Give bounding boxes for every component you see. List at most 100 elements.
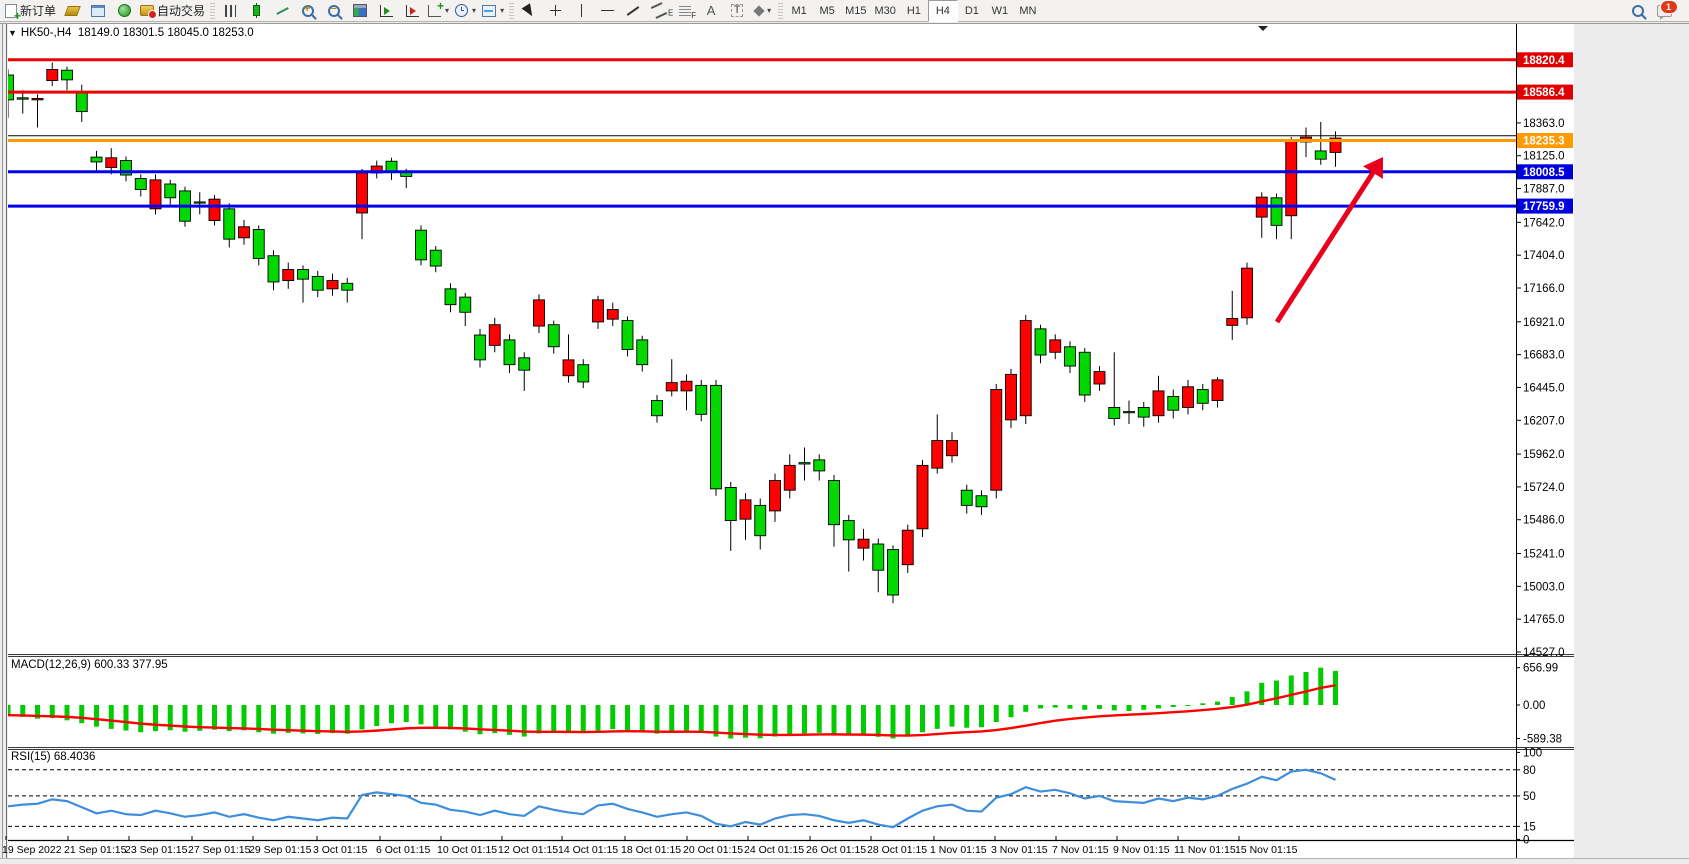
candle-body bbox=[134, 178, 147, 190]
candle-body bbox=[1093, 371, 1106, 385]
macd-histogram-bar bbox=[743, 705, 748, 738]
toolbar-grip bbox=[509, 2, 515, 19]
macd-histogram-bar bbox=[610, 705, 616, 730]
cursor-button[interactable] bbox=[516, 1, 542, 21]
timeframe-w1-button[interactable]: W1 bbox=[991, 4, 1009, 17]
price-tick-label: 15724.0 bbox=[1523, 482, 1565, 494]
price-tick-label: 18363.0 bbox=[1523, 118, 1565, 130]
dropdown-caret-icon[interactable]: ▾ bbox=[500, 6, 505, 15]
plot-layer bbox=[8, 58, 1516, 829]
price-tick-label: 15486.0 bbox=[1523, 515, 1565, 527]
macd-indicator-label: MACD(12,26,9) 600.33 377.95 bbox=[11, 659, 168, 671]
search-button[interactable] bbox=[1625, 1, 1651, 21]
text-label-button[interactable]: T bbox=[724, 1, 750, 21]
macd-tick-label: 656.99 bbox=[1523, 663, 1558, 675]
pane-separator[interactable] bbox=[8, 654, 1574, 657]
macd-histogram-bar bbox=[79, 705, 85, 724]
chart-shift-marker-icon[interactable] bbox=[1258, 26, 1268, 31]
candle-body bbox=[1196, 389, 1209, 404]
timeframe-mn-button[interactable]: MN bbox=[1019, 4, 1037, 17]
notifications-button[interactable]: 1 bbox=[1651, 0, 1678, 21]
macd-histogram-bar bbox=[625, 705, 630, 731]
macd-histogram-bar bbox=[949, 705, 955, 727]
indicators-button[interactable]: ▾ bbox=[425, 0, 452, 21]
macd-histogram-bar bbox=[108, 705, 114, 729]
profiles-icon bbox=[63, 5, 81, 16]
auto-trading-button[interactable]: 自动交易 bbox=[137, 1, 208, 21]
line-chart-button[interactable] bbox=[269, 1, 295, 21]
pane-separator[interactable] bbox=[8, 747, 1574, 750]
price-tag bbox=[1517, 164, 1573, 180]
timeframe-m1-button[interactable]: M1 bbox=[791, 4, 807, 17]
bar-chart-button[interactable] bbox=[217, 1, 243, 21]
candle-body bbox=[828, 480, 840, 526]
candle-body bbox=[120, 160, 132, 176]
time-tick-label: 24 Oct 01:15 bbox=[744, 844, 804, 856]
chart-collapse-icon[interactable]: ▼ bbox=[8, 28, 17, 38]
timeframe-h1-button[interactable]: H1 bbox=[906, 4, 921, 17]
candle-body bbox=[562, 359, 575, 377]
candle-body bbox=[960, 489, 973, 506]
candlestick-chart-icon bbox=[252, 3, 260, 18]
macd-histogram-bar bbox=[138, 705, 144, 733]
dropdown-caret-icon[interactable]: ▾ bbox=[767, 6, 772, 15]
trendline-button[interactable] bbox=[620, 1, 646, 21]
dropdown-caret-icon[interactable]: ▾ bbox=[472, 6, 477, 15]
macd-histogram-bar bbox=[94, 705, 99, 727]
candle-body bbox=[1314, 150, 1327, 160]
timeframe-d1-button[interactable]: D1 bbox=[964, 4, 979, 17]
new-order-button[interactable]: 新订单 bbox=[2, 1, 59, 23]
profiles-button[interactable] bbox=[59, 1, 85, 21]
indicators-icon bbox=[428, 0, 444, 17]
zoom-in-button[interactable] bbox=[295, 1, 321, 21]
chart-symbol-title: HK50-,H4 bbox=[20, 27, 72, 39]
chart-shift-icon bbox=[379, 4, 393, 17]
candle-body bbox=[311, 275, 324, 291]
macd-histogram-bar bbox=[1170, 705, 1176, 707]
text-button[interactable]: A bbox=[698, 1, 724, 21]
macd-histogram-bar bbox=[8, 705, 11, 716]
candle-body bbox=[783, 464, 796, 491]
periods-button[interactable]: ▾ bbox=[452, 1, 479, 21]
price-tick-label: 17404.0 bbox=[1523, 250, 1565, 262]
main-toolbar: 新订单 自动交易 ▾ ▾ ▾ A T ▾ M1 M5 M15 M30 H1 H4 D1 W1 MN 1 bbox=[0, 0, 1689, 23]
timeframe-m30-button[interactable]: M30 bbox=[874, 4, 896, 17]
arrows-button[interactable]: ▾ bbox=[750, 1, 776, 21]
macd-histogram-bar bbox=[669, 705, 675, 733]
navigator-button[interactable] bbox=[111, 1, 137, 21]
macd-histogram-bar bbox=[35, 705, 40, 719]
fibonacci-button[interactable] bbox=[672, 1, 698, 21]
macd-histogram-bar bbox=[1259, 682, 1265, 705]
timeframe-h4-button[interactable]: H4 bbox=[927, 0, 958, 22]
price-tag-label: 17759.9 bbox=[1523, 201, 1565, 213]
market-watch-icon bbox=[91, 4, 106, 17]
timeframe-m15-button[interactable]: M15 bbox=[845, 4, 867, 17]
templates-button[interactable]: ▾ bbox=[479, 1, 507, 21]
macd-histogram-bar bbox=[49, 705, 55, 719]
tile-windows-button[interactable] bbox=[347, 1, 373, 21]
equidistant-channel-button[interactable] bbox=[646, 1, 672, 21]
macd-histogram-bar bbox=[344, 705, 350, 734]
toolbar-grip bbox=[778, 2, 784, 19]
time-tick-label: 26 Oct 01:15 bbox=[806, 844, 866, 856]
dropdown-caret-icon[interactable]: ▾ bbox=[445, 6, 450, 15]
crosshair-button[interactable] bbox=[542, 1, 568, 21]
time-tick-label: 1 Nov 01:15 bbox=[930, 844, 987, 856]
trend-arrow-shaft bbox=[1274, 165, 1379, 324]
horizontal-line-button[interactable] bbox=[594, 1, 620, 21]
market-watch-button[interactable] bbox=[85, 1, 111, 21]
zoom-out-button[interactable] bbox=[321, 1, 347, 21]
auto-scroll-button[interactable] bbox=[399, 1, 425, 21]
macd-histogram-bar bbox=[374, 705, 380, 727]
candle-body bbox=[857, 538, 870, 549]
price-tag bbox=[1517, 84, 1573, 100]
candle-body bbox=[297, 269, 309, 280]
vertical-line-button[interactable] bbox=[568, 1, 594, 21]
candle-body bbox=[754, 504, 767, 537]
macd-histogram-bar bbox=[197, 705, 203, 731]
candlestick-chart-button[interactable] bbox=[243, 1, 269, 21]
candle-body bbox=[459, 296, 472, 313]
timeframe-m5-button[interactable]: M5 bbox=[819, 4, 835, 17]
chart-shift-button[interactable] bbox=[373, 1, 399, 21]
